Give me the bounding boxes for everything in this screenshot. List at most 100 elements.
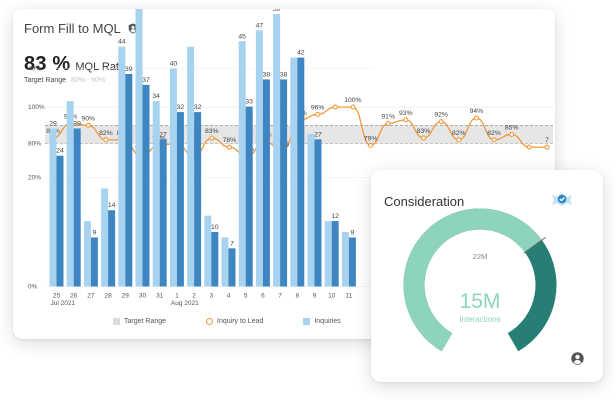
bar-light <box>169 68 177 287</box>
bar-dark <box>280 79 288 287</box>
line-point <box>368 142 374 148</box>
bar-dark <box>90 237 98 287</box>
bar-dark <box>159 139 167 287</box>
bar-light <box>204 215 212 287</box>
line-point <box>456 137 462 143</box>
line-data-label: 91% <box>381 113 395 120</box>
line-data-label: 82% <box>99 130 113 137</box>
x-tick-label: 6 <box>261 293 265 300</box>
x-tick-label: 28 <box>104 293 112 300</box>
line-point <box>350 104 356 110</box>
bar-data-label: 37 <box>142 77 150 84</box>
bar-dark <box>73 128 81 287</box>
x-tick-label: 11 <box>346 293 353 300</box>
bar-light <box>187 46 195 287</box>
x-tick-label: 4 <box>227 293 231 300</box>
line-data-label: 7 <box>545 137 549 144</box>
bar-light <box>135 9 143 287</box>
x-month-label: Aug 2021 <box>171 300 199 307</box>
gauge-value: 15M <box>460 290 501 313</box>
bar-data-label: 29 <box>73 120 81 127</box>
legend-item-inquiries[interactable]: Inquiries <box>303 318 341 325</box>
bar-data-label: 40 <box>170 61 178 68</box>
shield-user-icon[interactable] <box>128 23 138 34</box>
person-icon[interactable] <box>571 352 584 365</box>
line-y-tick: 100% <box>28 104 45 111</box>
bar-data-label: 39 <box>125 66 133 73</box>
target-range-row: Target Range 80% - 90% <box>24 77 105 84</box>
bar-dark <box>314 139 322 287</box>
bar-light <box>101 188 109 287</box>
bar-data-label: 33 <box>245 99 253 106</box>
bar-light <box>49 128 57 287</box>
line-data-label: 96% <box>311 104 325 111</box>
line-point <box>103 137 109 143</box>
x-tick-label: 26 <box>70 293 78 300</box>
legend-swatch-line <box>206 318 214 325</box>
bar-light <box>66 101 74 287</box>
bar-data-label: 29 <box>49 120 57 127</box>
bar-data-label: 14 <box>108 202 116 209</box>
bar-light <box>238 41 246 287</box>
verified-check-icon[interactable] <box>551 192 573 206</box>
gauge-needle <box>523 236 546 254</box>
bar-light <box>324 221 332 287</box>
bar-data-label: 27 <box>314 131 322 138</box>
line-point <box>526 144 532 150</box>
x-tick-label: 27 <box>87 293 95 300</box>
legend-label-line: Inquiry to Lead <box>217 318 264 325</box>
bar-data-label: 47 <box>256 22 264 29</box>
gauge-filled-arc <box>403 208 542 352</box>
gauge-value-label: Interactions <box>459 315 500 324</box>
bar-dark <box>331 221 339 287</box>
bar-data-label: 12 <box>331 213 339 220</box>
bar-data-label: 38 <box>280 71 288 78</box>
x-month-label: Jul 2021 <box>51 300 76 307</box>
bar-data-label: 7 <box>230 240 234 247</box>
gauge-title: Consideration <box>384 194 465 209</box>
bar-light <box>221 237 229 287</box>
bar-data-label: 44 <box>118 39 126 46</box>
target-range-label: Target Range <box>24 77 67 84</box>
kpi: 83 % MQL Rate <box>24 53 125 76</box>
line-y-tick: 80% <box>28 141 41 148</box>
bar-data-label: 34 <box>152 93 160 100</box>
line-data-label: 83% <box>417 128 431 135</box>
x-tick-label: 7 <box>278 293 282 300</box>
bar-dark <box>194 112 202 287</box>
x-tick-label: 9 <box>313 293 317 300</box>
card-title: Form Fill to MQL <box>24 21 121 36</box>
bar-y-tick: 20% <box>28 175 41 182</box>
x-tick-label: 31 <box>156 293 164 300</box>
legend-item-inquiry-to-lead[interactable]: Inquiry to Lead <box>206 318 263 325</box>
bar-dark <box>56 155 64 287</box>
kpi-label: MQL Rate <box>75 61 126 73</box>
target-range-value: 80% - 90% <box>70 77 106 84</box>
line-data-label: 83% <box>205 128 219 135</box>
bar-data-label: 24 <box>56 148 64 155</box>
x-tick-label: 3 <box>209 293 213 300</box>
line-data-label: 90% <box>81 115 95 122</box>
line-point <box>85 122 91 128</box>
line-point <box>385 120 391 127</box>
line-data-label: 85% <box>505 124 519 131</box>
bar-dark <box>245 106 253 287</box>
line-point <box>403 117 409 123</box>
line-data-label: 79% <box>364 135 378 142</box>
bar-data-label: 9 <box>93 229 97 236</box>
bar-y-tick: 0% <box>28 284 38 291</box>
line-point <box>544 144 550 150</box>
line-data-label: 93% <box>399 110 413 117</box>
x-tick-label: 2 <box>192 293 196 300</box>
legend-item-target-range[interactable]: Target Range <box>113 318 166 325</box>
line-data-label: 94% <box>470 108 484 115</box>
bar-light <box>290 57 298 287</box>
bar-dark <box>297 57 305 287</box>
bar-dark <box>211 232 219 287</box>
bar-data-label: 32 <box>194 104 202 111</box>
card-header: Form Fill to MQL <box>24 21 138 36</box>
line-data-label: 92% <box>434 112 448 119</box>
line-data-label: 82% <box>487 130 501 137</box>
kpi-value: 83 % <box>24 53 71 75</box>
bar-dark <box>125 73 133 287</box>
